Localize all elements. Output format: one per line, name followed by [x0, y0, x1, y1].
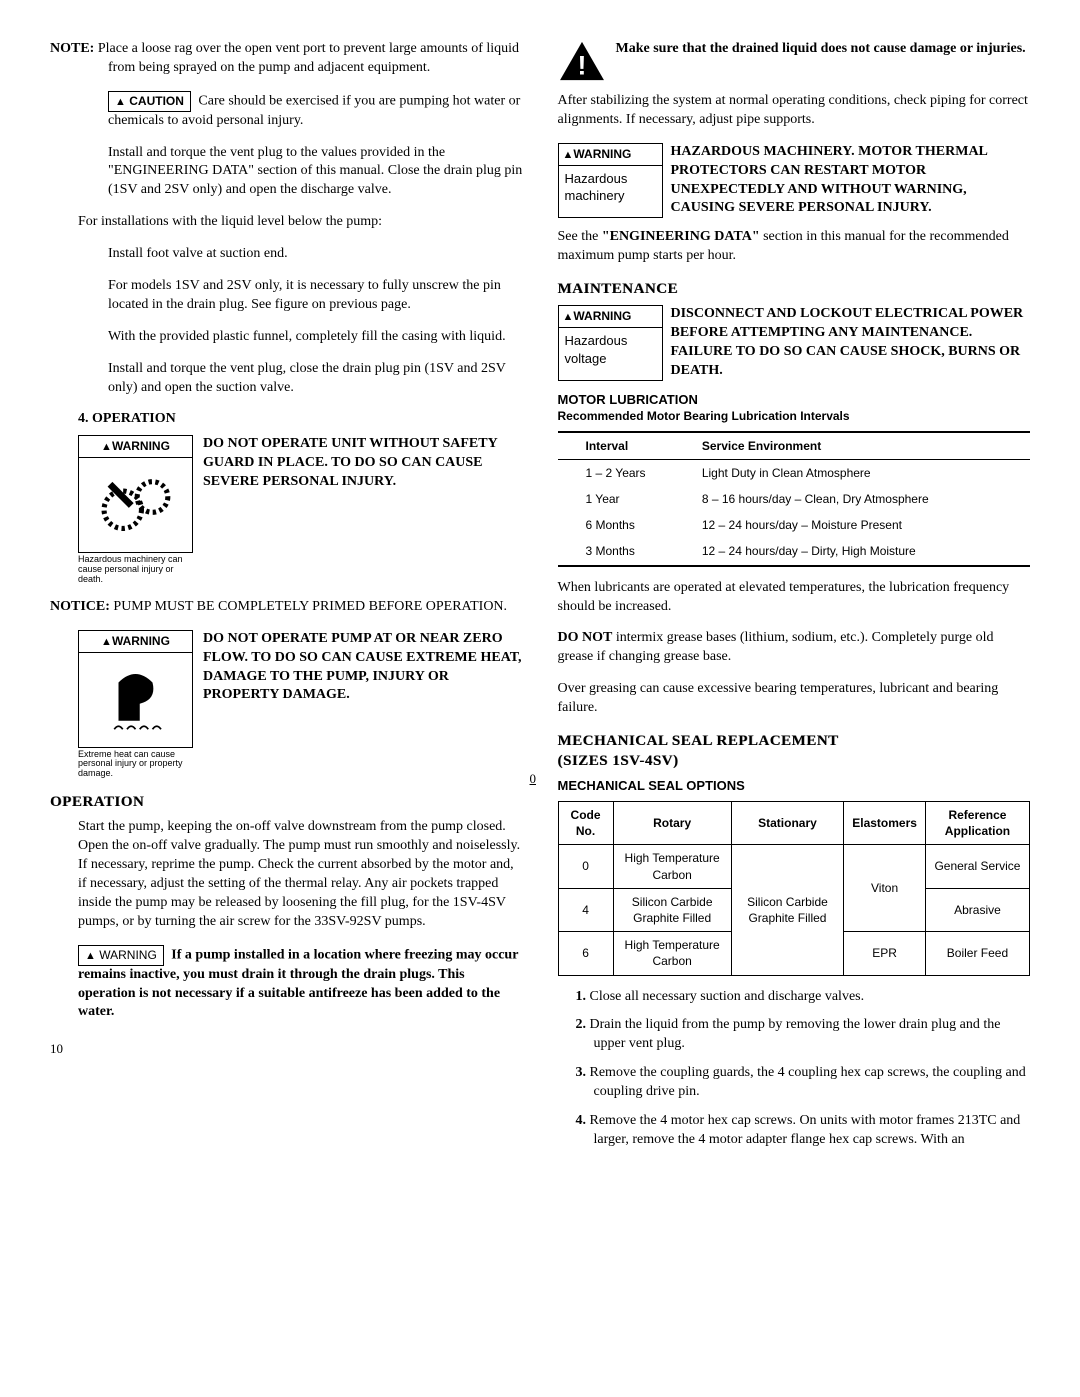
page-number: 10 [50, 1040, 523, 1058]
stabilize-text: After stabilizing the system at normal o… [558, 92, 1031, 130]
operation-number-heading: 4. OPERATION [78, 410, 523, 429]
icon-caption-1: Hazardous machinery can cause personal i… [78, 555, 193, 585]
warning-triangle-icon: ! [558, 40, 606, 82]
notice-label: NOTICE: [50, 599, 110, 614]
zero-marker: 0 [530, 770, 537, 788]
hazardous-voltage-box: ▲WARNING Hazardous voltage [558, 305, 663, 381]
warning-inline-box: ▲ WARNING [78, 945, 164, 966]
vent-plug-text: Install and torque the vent plug to the … [108, 144, 523, 201]
caution-paragraph: ▲ CAUTION Care should be exercised if yo… [108, 91, 523, 131]
list-item: 4. Remove the 4 motor hex cap screws. On… [576, 1112, 1031, 1150]
lub-th-environment: Service Environment [692, 432, 1030, 460]
maintenance-heading: MAINTENANCE [558, 279, 1031, 299]
hazardous-voltage-text: DISCONNECT AND LOCKOUT ELECTRICAL POWER … [671, 305, 1031, 381]
table-row: 3 Months12 – 24 hours/day – Dirty, High … [558, 538, 1031, 565]
table-row: 6 Months12 – 24 hours/day – Moisture Pre… [558, 512, 1031, 538]
table-row: 1 Year8 – 16 hours/day – Clean, Dry Atmo… [558, 486, 1031, 512]
seal-th-elastomers: Elastomers [844, 802, 926, 845]
close-drain-text: Install and torque the vent plug, close … [108, 360, 523, 398]
below-pump-intro: For installations with the liquid level … [78, 213, 523, 232]
drained-liquid-warning: Make sure that the drained liquid does n… [616, 40, 1031, 82]
table-row: 0 High Temperature Carbon Silicon Carbid… [558, 845, 1030, 888]
warning-bar-2: ▲WARNING [78, 630, 193, 653]
lubrication-overgreasing: Over greasing can cause excessive bearin… [558, 680, 1031, 718]
note-text: Place a loose rag over the open vent por… [98, 41, 519, 75]
note-paragraph: NOTE: Place a loose rag over the open ve… [50, 40, 523, 78]
lubrication-intermix: DO NOT intermix grease bases (lithium, s… [558, 629, 1031, 667]
operation-body: Start the pump, keeping the on-off valve… [78, 818, 523, 931]
note-label: NOTE: [50, 41, 94, 56]
warning-bar: ▲WARNING [78, 435, 193, 458]
notice-paragraph: NOTICE: PUMP MUST BE COMPLETELY PRIMED B… [50, 598, 523, 617]
svg-text:!: ! [577, 50, 586, 80]
lubrication-subheading: Recommended Motor Bearing Lubrication In… [558, 408, 1031, 424]
heat-hand-icon [78, 653, 193, 748]
extreme-heat-icon-block: ▲WARNING Extreme heat can cause personal… [78, 630, 193, 780]
lubrication-table: Interval Service Environment 1 – 2 Years… [558, 431, 1031, 567]
seal-options-table: Code No. Rotary Stationary Elastomers Re… [558, 801, 1031, 976]
list-item: 3. Remove the coupling guards, the 4 cou… [576, 1064, 1031, 1102]
seal-th-stationary: Stationary [731, 802, 844, 845]
lubrication-elevated-temp: When lubricants are operated at elevated… [558, 579, 1031, 617]
list-item: 1. Close all necessary suction and disch… [576, 988, 1031, 1007]
seal-th-rotary: Rotary [613, 802, 731, 845]
models-12sv-text: For models 1SV and 2SV only, it is neces… [108, 277, 523, 315]
replacement-steps: 1. Close all necessary suction and disch… [576, 988, 1031, 1150]
funnel-text: With the provided plastic funnel, comple… [108, 328, 523, 347]
caution-box: ▲ CAUTION [108, 91, 191, 112]
engineering-data-ref: See the "ENGINEERING DATA" section in th… [558, 228, 1031, 266]
operation-heading: OPERATION [50, 792, 523, 812]
foot-valve-text: Install foot valve at suction end. [108, 245, 523, 264]
mechanical-seal-heading: MECHANICAL SEAL REPLACEMENT [558, 731, 1031, 751]
hazard-machinery-icon-block: ▲WARNING Hazardous machinery can cause p… [78, 435, 193, 585]
gear-hazard-icon [78, 458, 193, 553]
mechanical-seal-sizes: (SIZES 1SV-4SV) [558, 751, 1031, 771]
list-item: 2. Drain the liquid from the pump by rem… [576, 1016, 1031, 1054]
hazardous-machinery-text: HAZARDOUS MACHINERY. MOTOR THERMAL PROTE… [671, 143, 1031, 219]
icon-caption-2: Extreme heat can cause personal injury o… [78, 750, 193, 780]
hazardous-machinery-box: ▲WARNING Hazardous machinery [558, 143, 663, 219]
seal-th-code: Code No. [558, 802, 613, 845]
freeze-warning: ▲ WARNING If a pump installed in a locat… [78, 945, 523, 1023]
seal-th-reference: Reference Application [925, 802, 1029, 845]
table-row: 1 – 2 YearsLight Duty in Clean Atmospher… [558, 459, 1031, 486]
motor-lubrication-heading: MOTOR LUBRICATION [558, 391, 1031, 409]
notice-text: PUMP MUST BE COMPLETELY PRIMED BEFORE OP… [113, 599, 507, 614]
mechanical-seal-options-heading: MECHANICAL SEAL OPTIONS [558, 777, 1031, 795]
lub-th-interval: Interval [558, 432, 692, 460]
